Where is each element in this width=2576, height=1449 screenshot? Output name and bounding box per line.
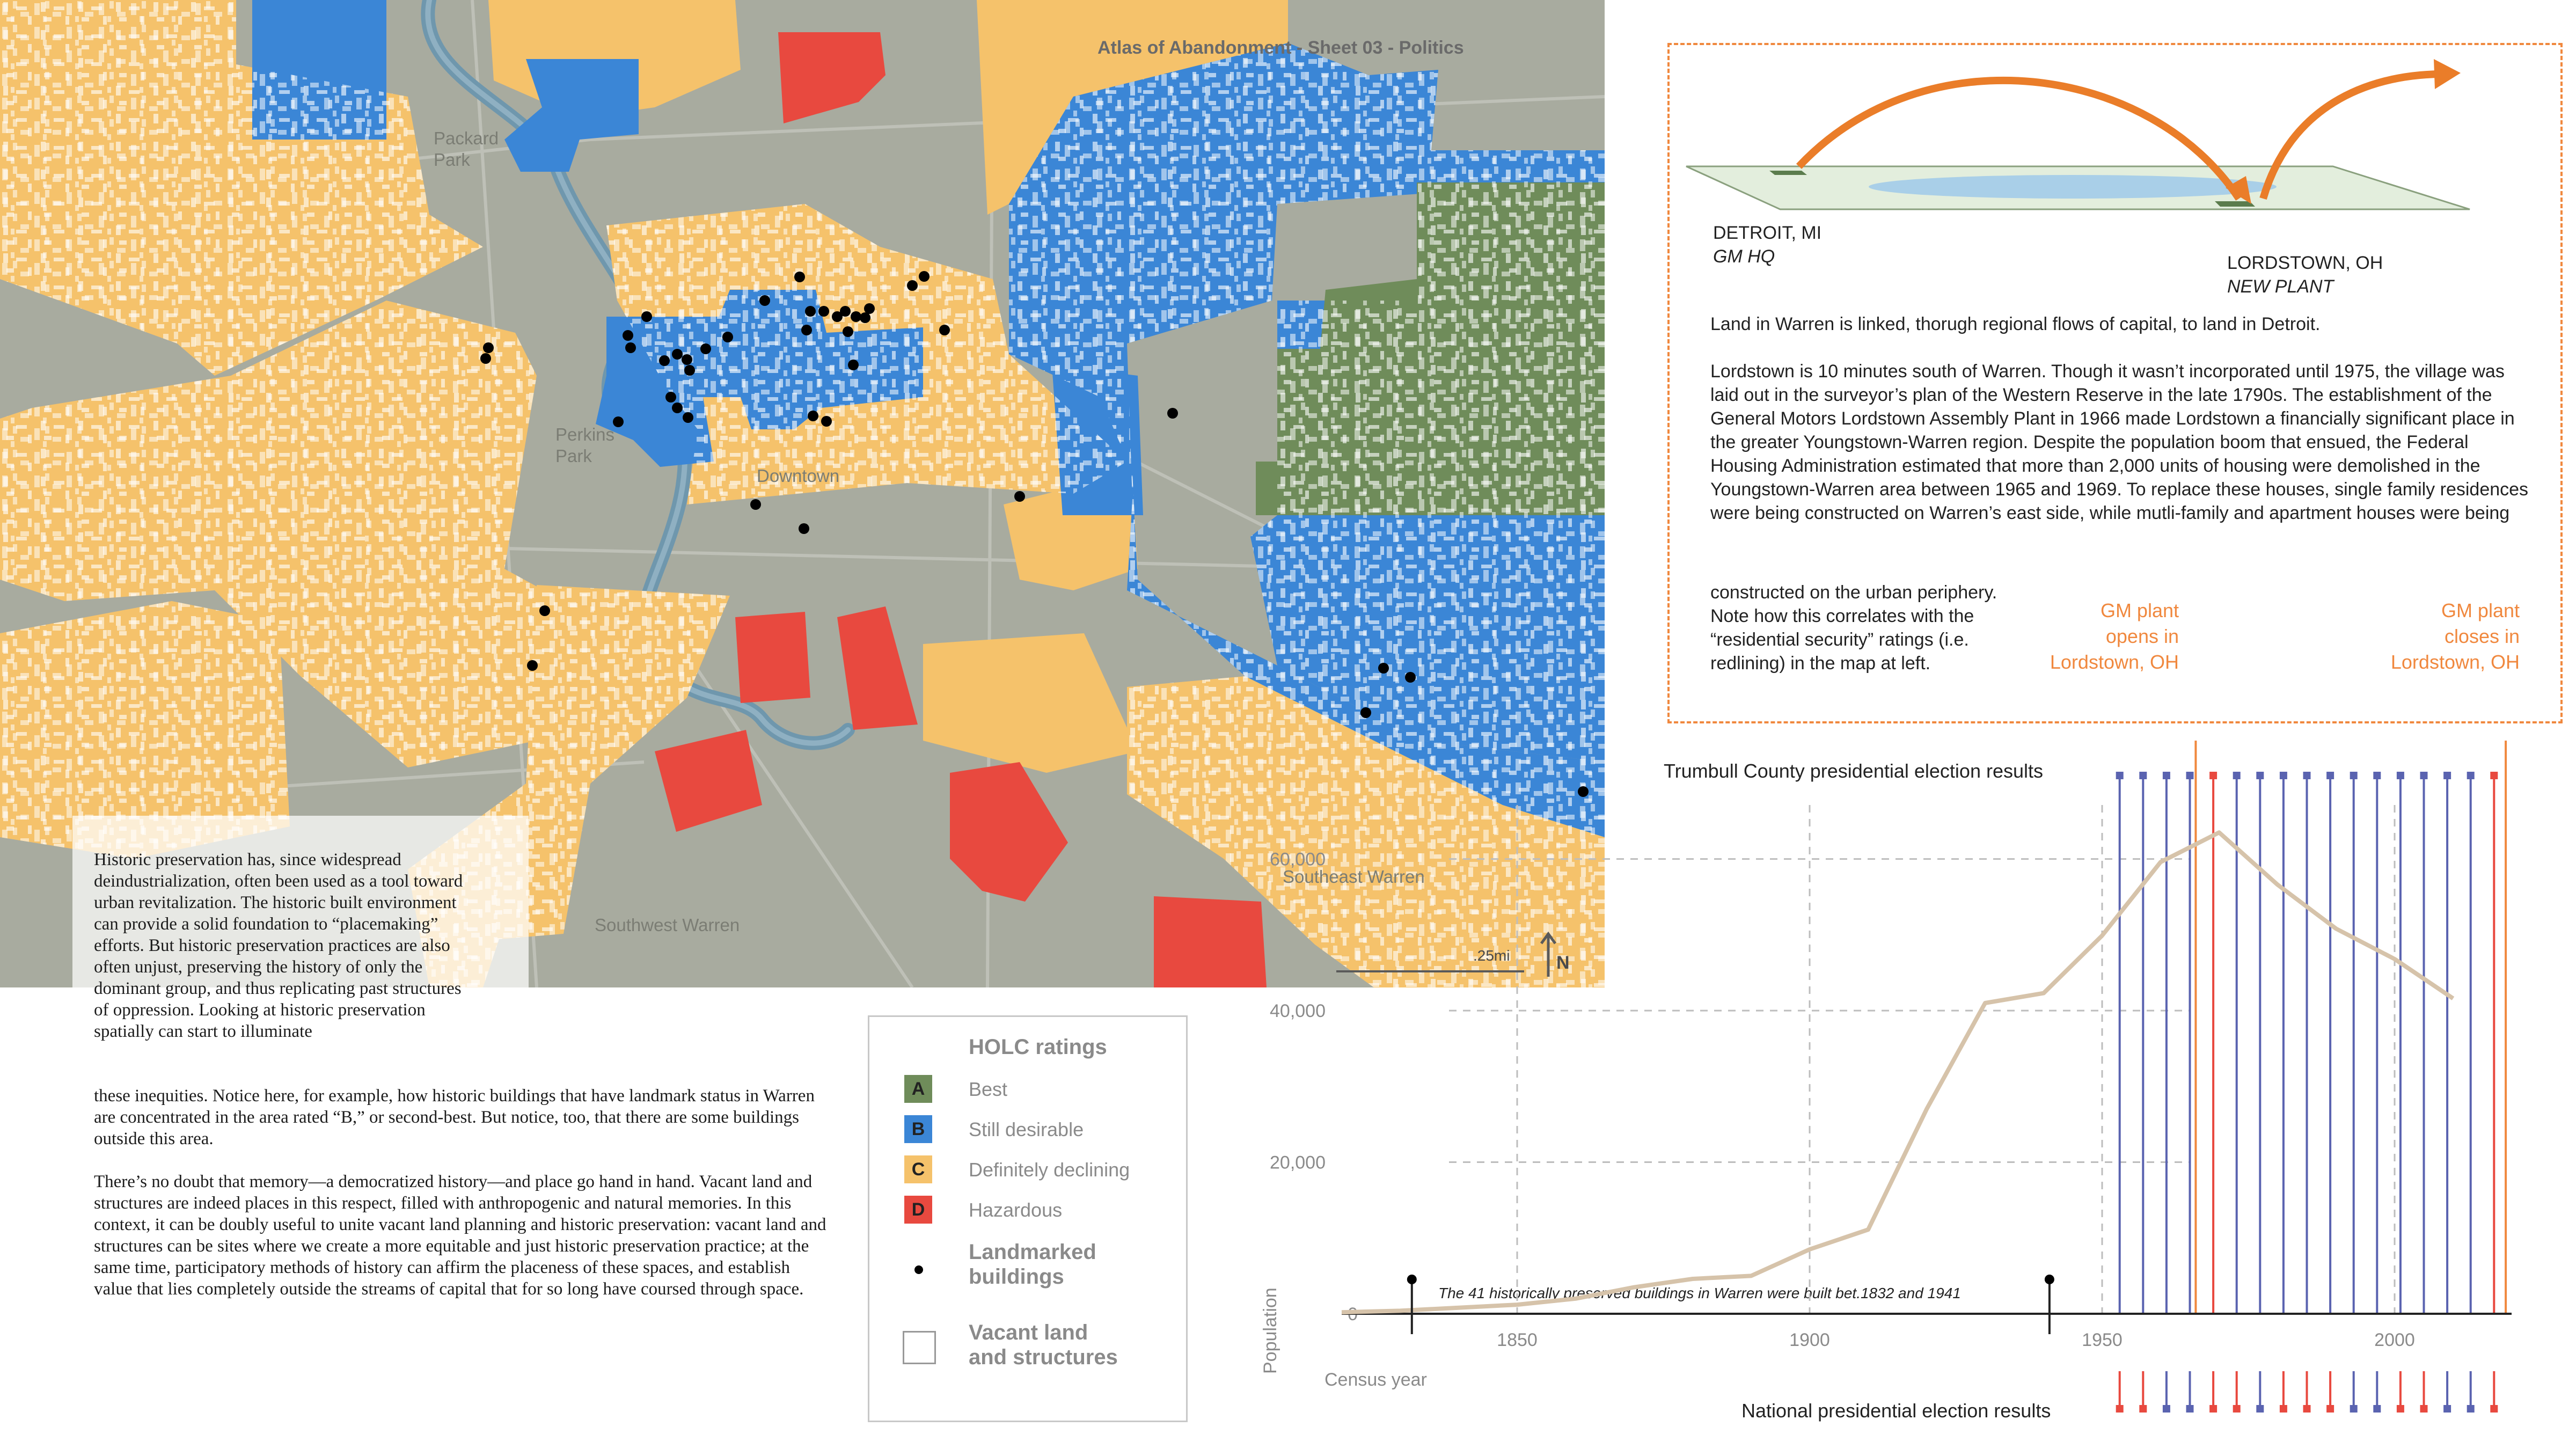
national-result-marker [2443,1405,2451,1413]
essay-body: these inequities. Notice here, for examp… [94,1085,829,1321]
trumbull-result-marker [2233,772,2241,779]
trumbull-results-label: Trumbull County presidential election re… [1664,760,2043,782]
detroit-parcel [1769,171,1807,175]
x-tick-label: 1850 [1497,1330,1538,1350]
gm-open-label: GM plant opens in Lordstown, OH [2050,599,2179,673]
trumbull-result-marker [2350,772,2358,779]
trumbull-result-marker [2373,772,2381,779]
national-result-marker [2467,1405,2475,1413]
x-tick-label: 1950 [2082,1330,2123,1350]
legend-label-vacant: Vacant land and structures [969,1321,1118,1369]
trumbull-result-marker [2279,772,2287,779]
trumbull-result-marker [2303,772,2311,779]
map-label-perkins-park: Perkins Park [555,425,615,466]
legend-title: HOLC ratings [969,1035,1107,1059]
info-paragraph-1: Land in Warren is linked, thorugh region… [1710,314,2321,334]
legend-label-still-desirable: Still desirable [969,1118,1084,1140]
national-result-marker [2209,1405,2218,1413]
legend-label-hazardous: Hazardous [969,1199,1063,1221]
annotation-marker-dot [2044,1275,2054,1284]
national-result-marker [2256,1405,2264,1413]
y-tick-label: 20,000 [1270,1153,1326,1173]
vacant-swatch-icon [903,1331,936,1364]
national-results-label: National presidential election results [1741,1400,2051,1422]
national-result-marker [2396,1405,2404,1413]
national-result-marker [2279,1405,2287,1413]
lordstown-parcel [2215,201,2255,207]
trumbull-result-marker [2490,772,2498,779]
trumbull-result-marker [2326,772,2334,779]
legend-label-landmarked: Landmarked buildings [969,1240,1096,1289]
national-result-marker [2420,1405,2428,1413]
trumbull-result-marker [2186,772,2194,779]
trumbull-result-marker [2256,772,2264,779]
capital-flow-diagram [1686,59,2470,210]
trumbull-result-marker [2443,772,2451,779]
trumbull-result-marker [2162,772,2170,779]
y-tick-label: 60,000 [1270,850,1326,870]
landmark-dot-icon [914,1265,923,1274]
national-result-marker [2373,1405,2381,1413]
x-tick-label: 2000 [2374,1330,2415,1350]
map-label-southeast-warren: Southeast Warren [1283,867,1425,887]
map-label-packard-park: Packard Park [434,128,499,170]
info-paragraph-2: Lordstown is 10 minutes south of Warren.… [1710,361,2529,523]
essay-paragraph-1b: these inequities. Notice here, for examp… [94,1086,815,1148]
national-result-marker [2116,1405,2124,1413]
lordstown-label: LORDSTOWN, OH [2227,253,2383,273]
map-label-southwest-warren: Southwest Warren [595,915,740,935]
north-label: N [1556,953,1570,973]
national-result-marker [2139,1405,2147,1413]
national-result-marker [2350,1405,2358,1413]
gm-close-label: GM plant closes in Lordstown, OH [2390,599,2520,673]
population-line [1341,830,2455,1315]
legend-swatch-c: C [904,1155,932,1183]
detroit-sublabel: GM HQ [1713,246,1775,267]
detroit-label: DETROIT, MI [1713,223,1822,243]
chart-annotation: The 41 historically preserved buildings … [1438,1285,1961,1301]
map-label-downtown: Downtown [757,466,840,486]
holc-map: Atlas of Abandonment - Sheet 03 - Politi… [0,0,1605,987]
flow-arrow-2 [2259,70,2441,200]
annotation-marker-dot [1407,1275,1417,1284]
national-result-marker [2303,1405,2311,1413]
x-axis-title: Census year [1324,1370,1427,1390]
legend-label-declining: Definitely declining [969,1159,1130,1181]
lake-shape [1869,175,2277,199]
essay-intro: Historic preservation has, since widespr… [94,849,480,1042]
legend-swatch-a: A [904,1075,932,1103]
national-result-marker [2162,1405,2170,1413]
scale-label: .25mi [1473,947,1510,964]
sheet-title: Atlas of Abandonment - Sheet 03 - Politi… [1097,38,1464,58]
north-arrow-icon [1540,931,1557,977]
arrow-head-2 [2434,59,2461,89]
landmarked-building-dots [480,271,1589,797]
flow-arrow-1 [1796,76,2242,201]
arrow-head-1 [2226,176,2251,204]
lordstown-sublabel: NEW PLANT [2227,276,2334,297]
legend-swatch-d: D [904,1196,932,1224]
legend-swatch-b: B [904,1115,932,1143]
trumbull-result-marker [2116,772,2124,779]
essay-paragraph-1a: Historic preservation has, since widespr… [94,850,463,1041]
legend-label-best: Best [969,1078,1008,1100]
national-result-marker [2233,1405,2241,1413]
trumbull-result-marker [2209,772,2218,779]
trumbull-result-marker [2396,772,2404,779]
essay-backdrop [72,816,529,987]
trumbull-result-marker [2420,772,2428,779]
trumbull-result-marker [2467,772,2475,779]
holc-legend: HOLC ratings A Best B Still desirable C … [868,1015,1188,1422]
essay-paragraph-2: There’s no doubt that memory—a democrati… [94,1172,826,1299]
gm-info-box [1667,43,2563,723]
info-paragraph-2-narrow: constructed on the urban periphery. Note… [1710,582,1997,674]
national-result-marker [2490,1405,2498,1413]
x-tick-label: 1900 [1789,1330,1830,1350]
trumbull-result-marker [2139,772,2147,779]
national-result-marker [2326,1405,2334,1413]
national-result-marker [2186,1405,2194,1413]
y-tick-label: 40,000 [1270,1001,1326,1021]
